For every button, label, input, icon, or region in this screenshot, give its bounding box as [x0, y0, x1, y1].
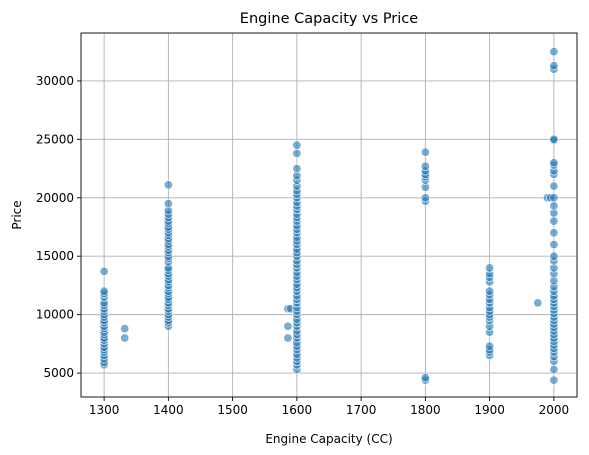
scatter-point — [292, 164, 302, 174]
scatter-point — [549, 193, 559, 203]
scatter-point — [485, 286, 495, 296]
scatter-point — [549, 240, 559, 250]
x-tick-label: 1800 — [410, 403, 441, 417]
scatter-point — [120, 333, 130, 343]
scatter-point — [549, 134, 559, 144]
scatter-point — [120, 324, 130, 334]
x-tick-label: 1500 — [217, 403, 248, 417]
grid-layer — [81, 33, 577, 397]
scatter-point — [485, 341, 495, 351]
scatter-point — [549, 61, 559, 71]
scatter-point — [533, 298, 543, 308]
scatter-point — [99, 286, 109, 296]
scatter-point — [549, 181, 559, 191]
scatter-point — [549, 251, 559, 261]
scatter-point — [292, 140, 302, 150]
y-tick-label: 10000 — [36, 308, 74, 322]
y-tick-label: 20000 — [36, 191, 74, 205]
scatter-point — [163, 199, 173, 209]
x-tick-label: 1600 — [282, 403, 313, 417]
scatter-point — [283, 321, 293, 331]
scatter-point — [420, 161, 430, 171]
scatter-point — [420, 373, 430, 383]
plot-frame — [80, 32, 578, 398]
scatter-point — [420, 147, 430, 157]
x-tick-label: 1400 — [153, 403, 184, 417]
y-axis-label: Price — [10, 200, 24, 229]
scatter-point — [549, 47, 559, 57]
x-tick-label: 1300 — [89, 403, 120, 417]
scatter-point — [549, 158, 559, 168]
y-tick-label: 25000 — [36, 132, 74, 146]
ticks-layer: 1300 1400 1500 1600 1700 1800 1900 2000 5000 1000… — [36, 74, 569, 417]
x-axis-label: Engine Capacity (CC) — [265, 432, 392, 446]
x-tick-label: 1900 — [474, 403, 505, 417]
y-tick-label: 30000 — [36, 74, 74, 88]
scatter-point — [163, 180, 173, 190]
points-layer — [99, 47, 559, 385]
scatter-point — [549, 228, 559, 238]
scatter-point — [283, 333, 293, 343]
scatter-point — [99, 266, 109, 276]
y-tick-label: 15000 — [36, 249, 74, 263]
x-tick-label: 1700 — [346, 403, 377, 417]
scatter-point — [549, 364, 559, 374]
scatter-point — [420, 193, 430, 203]
scatter-point — [549, 375, 559, 385]
y-tick-label: 5000 — [43, 366, 74, 380]
scatter-point — [549, 216, 559, 226]
scatter-point — [485, 263, 495, 273]
scatter-point — [549, 201, 559, 211]
chart-title: Engine Capacity vs Price — [240, 11, 418, 27]
x-tick-label: 2000 — [539, 403, 570, 417]
scatter-point — [292, 148, 302, 158]
